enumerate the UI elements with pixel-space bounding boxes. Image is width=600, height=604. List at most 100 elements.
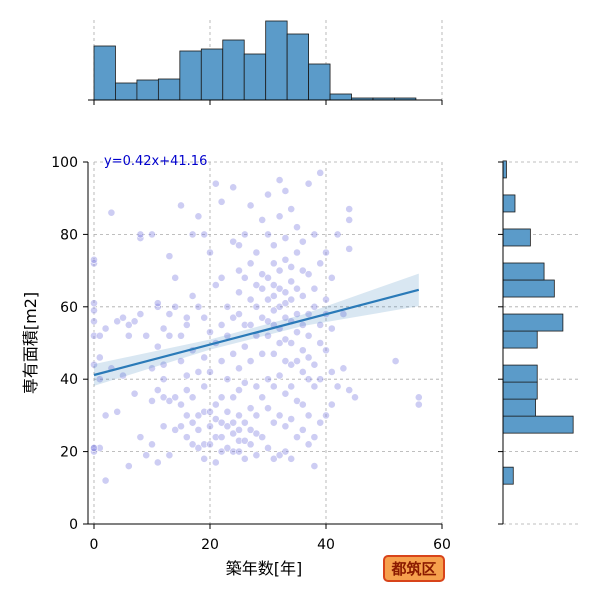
scatter-point (206, 248, 214, 257)
scatter-point (171, 425, 180, 434)
right-hist-bar (502, 228, 531, 247)
scatter-point (182, 313, 191, 322)
scatter-point (258, 284, 267, 293)
scatter-point (113, 407, 122, 416)
scatter-point (258, 216, 267, 224)
scatter-point (235, 310, 243, 318)
scatter-point (310, 433, 319, 442)
scatter-point (281, 335, 290, 344)
scatter-point (229, 349, 238, 358)
y-tick-label: 60 (60, 300, 78, 316)
scatter-point (345, 386, 354, 394)
scatter-point (240, 436, 249, 445)
scatter-point (136, 433, 145, 442)
top-hist-bar (136, 79, 159, 101)
top-hist-bar (157, 78, 181, 101)
scatter-point (194, 411, 203, 420)
scatter-point (275, 451, 284, 460)
scatter-point (293, 328, 301, 337)
scatter-point (235, 241, 243, 250)
scatter-point (293, 310, 301, 318)
scatter-point (240, 418, 249, 427)
regression-confidence-band (94, 273, 419, 386)
scatter-point (281, 187, 290, 195)
scatter-point (269, 382, 278, 391)
scatter-point (298, 237, 307, 246)
scatter-point (281, 299, 290, 308)
scatter-point (217, 357, 226, 365)
scatter-point (124, 331, 133, 340)
scatter-point (188, 230, 197, 239)
scatter-point (304, 440, 313, 449)
scatter-point (188, 393, 197, 402)
right-hist-bar (502, 194, 516, 213)
scatter-point (142, 331, 151, 340)
scatter-point (252, 411, 261, 420)
scatter-point (391, 357, 400, 365)
scatter-point (258, 313, 267, 322)
scatter-point (275, 302, 284, 311)
top-hist-bar (286, 33, 310, 101)
scatter-point (269, 454, 278, 463)
scatter-point (269, 281, 278, 289)
scatter-point (298, 425, 307, 434)
scatter-point (206, 422, 214, 431)
scatter-point (310, 302, 319, 311)
scatter-point (322, 411, 330, 420)
scatter-point (223, 444, 232, 452)
scatter-point (119, 371, 127, 380)
scatter-point (148, 230, 156, 239)
scatter-point (310, 284, 319, 293)
scatter-point (327, 368, 336, 376)
scatter-point (304, 375, 313, 384)
scatter-point (124, 320, 133, 329)
top-hist-bar (179, 50, 202, 101)
x-tick-label: 0 (90, 537, 99, 553)
scatter-point (246, 295, 255, 304)
scatter-point (211, 415, 220, 423)
scatter-point (246, 357, 255, 365)
scatter-point (333, 230, 342, 239)
scatter-point (240, 342, 249, 351)
scatter-point (217, 447, 226, 456)
scatter-point (217, 418, 226, 427)
scatter-point (235, 266, 243, 275)
scatter-point (310, 230, 319, 239)
top-hist-bar (115, 82, 138, 101)
scatter-point (275, 411, 284, 420)
y-tick-label: 40 (60, 372, 78, 388)
scatter-point (310, 462, 319, 470)
scatter-point (287, 454, 296, 463)
scatter-point (229, 418, 238, 427)
scatter-point (200, 230, 209, 239)
scatter-point (188, 292, 197, 300)
scatter-point (281, 447, 290, 456)
region-badge: 都筑区 (383, 555, 445, 582)
scatter-point (206, 368, 214, 376)
scatter-point (95, 375, 104, 384)
regression-equation: y=0.42x+41.16 (104, 154, 207, 169)
scatter-point (90, 306, 98, 315)
scatter-point (322, 346, 330, 355)
scatter-point (293, 248, 301, 257)
scatter-point (223, 375, 232, 384)
scatter-point (293, 284, 301, 293)
scatter-point (223, 422, 232, 431)
scatter-point (351, 393, 359, 402)
scatter-point (287, 360, 296, 369)
y-tick-label: 80 (60, 227, 78, 243)
scatter-point (142, 451, 151, 460)
scatter-point (287, 382, 296, 391)
top-hist-bar (265, 20, 288, 101)
scatter-point (240, 273, 249, 282)
scatter-point (264, 230, 272, 239)
right-hist-bar (502, 279, 555, 298)
scatter-point (264, 295, 272, 304)
scatter-point (269, 306, 278, 315)
scatter-point (287, 205, 296, 213)
scatter-point (200, 353, 209, 362)
scatter-point (281, 422, 290, 431)
scatter-point (414, 393, 423, 402)
y-tick-label: 20 (60, 445, 78, 461)
scatter-point (269, 241, 278, 250)
